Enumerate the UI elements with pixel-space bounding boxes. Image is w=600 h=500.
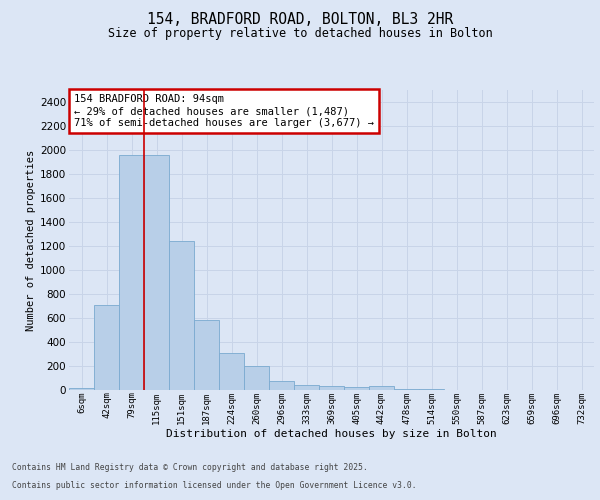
Text: Size of property relative to detached houses in Bolton: Size of property relative to detached ho…	[107, 28, 493, 40]
Bar	[119, 155, 144, 390]
X-axis label: Distribution of detached houses by size in Bolton: Distribution of detached houses by size …	[166, 429, 497, 439]
Bar	[69, 388, 94, 390]
Bar	[219, 354, 244, 390]
Y-axis label: Number of detached properties: Number of detached properties	[26, 150, 36, 330]
Bar	[394, 389, 419, 390]
Text: 154, BRADFORD ROAD, BOLTON, BL3 2HR: 154, BRADFORD ROAD, BOLTON, BL3 2HR	[147, 12, 453, 28]
Bar	[344, 387, 369, 390]
Bar	[144, 155, 169, 390]
Text: 154 BRADFORD ROAD: 94sqm
← 29% of detached houses are smaller (1,487)
71% of sem: 154 BRADFORD ROAD: 94sqm ← 29% of detach…	[74, 94, 374, 128]
Bar	[294, 385, 319, 390]
Bar	[244, 366, 269, 390]
Bar	[369, 386, 394, 390]
Bar	[94, 305, 119, 390]
Bar	[194, 320, 219, 390]
Bar	[269, 381, 294, 390]
Text: Contains HM Land Registry data © Crown copyright and database right 2025.: Contains HM Land Registry data © Crown c…	[12, 464, 368, 472]
Text: Contains public sector information licensed under the Open Government Licence v3: Contains public sector information licen…	[12, 481, 416, 490]
Bar	[319, 386, 344, 390]
Bar	[169, 241, 194, 390]
